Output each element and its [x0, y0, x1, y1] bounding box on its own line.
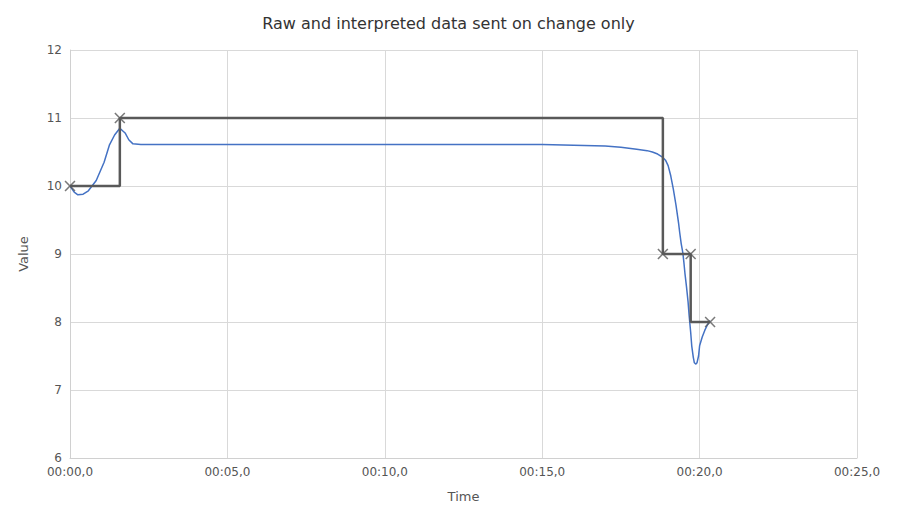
svg-text:12: 12: [47, 43, 62, 57]
svg-text:9: 9: [54, 247, 62, 261]
svg-text:Time: Time: [447, 489, 480, 504]
svg-text:00:25,0: 00:25,0: [834, 465, 880, 479]
svg-text:00:10,0: 00:10,0: [362, 465, 408, 479]
svg-text:7: 7: [54, 383, 62, 397]
svg-text:00:05,0: 00:05,0: [204, 465, 250, 479]
svg-text:00:15,0: 00:15,0: [519, 465, 565, 479]
svg-text:8: 8: [54, 315, 62, 329]
svg-text:Value: Value: [16, 236, 31, 272]
svg-text:11: 11: [47, 111, 62, 125]
svg-text:00:20,0: 00:20,0: [677, 465, 723, 479]
svg-text:Raw and interpreted data sent: Raw and interpreted data sent on change …: [262, 14, 634, 33]
svg-text:10: 10: [47, 179, 62, 193]
svg-text:00:00,0: 00:00,0: [47, 465, 93, 479]
svg-text:6: 6: [54, 451, 62, 465]
